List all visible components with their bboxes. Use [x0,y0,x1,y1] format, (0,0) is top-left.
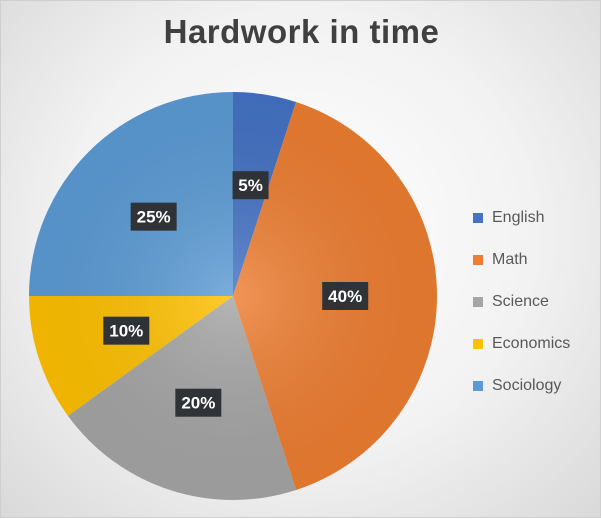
chart-legend: English Math Science Economics Sociology [473,197,598,407]
legend-swatch [473,255,483,265]
legend-label: Science [492,293,549,310]
legend-item-science: Science [473,281,598,323]
legend-item-english: English [473,197,598,239]
pie-slices [29,92,437,501]
data-label-box [130,202,177,231]
data-label-value: 5% [238,176,263,195]
data-label-science: 20% [175,388,222,417]
legend-swatch [473,213,483,223]
legend-item-economics: Economics [473,323,598,365]
legend-label: Economics [492,335,571,352]
data-label-english: 5% [232,171,269,200]
data-label-box [175,388,222,417]
data-label-box [232,171,269,200]
data-label-box [322,282,369,310]
chart-title: Hardwork in time [163,13,440,50]
data-label-box [103,316,150,345]
data-label-value: 10% [109,322,143,341]
legend-swatch [473,297,483,307]
legend-item-sociology: Sociology [473,365,598,407]
legend-swatch [473,339,483,349]
legend-label: Math [492,251,528,268]
pie-data-labels: 5% 40% 20% 10% 25% [103,171,369,417]
data-label-value: 20% [181,394,215,413]
data-label-math: 40% [322,282,369,310]
data-label-economics: 10% [103,316,150,345]
legend-item-math: Math [473,239,598,281]
data-label-value: 25% [137,208,171,227]
legend-label: Sociology [492,377,562,394]
data-label-sociology: 25% [130,202,177,231]
pie-shading [29,92,437,500]
legend-label: English [492,209,545,226]
legend-swatch [473,381,483,391]
data-label-value: 40% [328,287,362,306]
